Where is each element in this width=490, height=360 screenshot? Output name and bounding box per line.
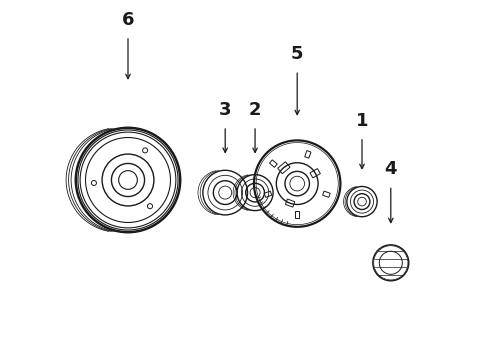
Text: 3: 3 <box>219 101 231 119</box>
Text: 5: 5 <box>291 45 303 63</box>
Text: 6: 6 <box>122 11 134 29</box>
Text: 2: 2 <box>249 101 261 119</box>
Text: 4: 4 <box>385 160 397 178</box>
Text: 1: 1 <box>356 112 368 130</box>
